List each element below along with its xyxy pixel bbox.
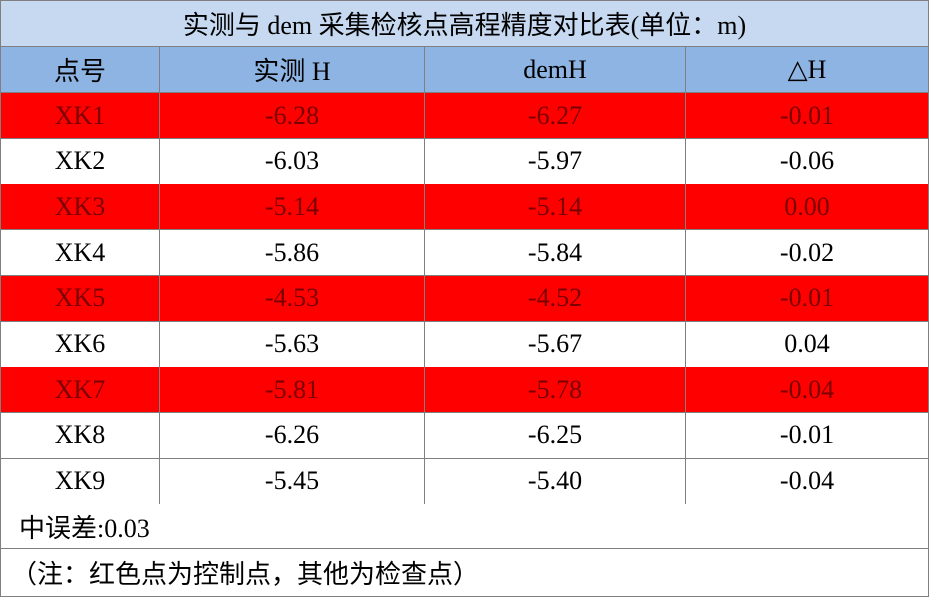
- table-cell: -5.81: [160, 367, 425, 414]
- table-cell: -5.63: [160, 321, 425, 368]
- table-cell: -5.67: [425, 321, 686, 368]
- table-title: 实测与 dem 采集检核点高程精度对比表(单位：m): [0, 0, 929, 47]
- table-cell: XK7: [0, 367, 160, 414]
- table-cell: -6.03: [160, 138, 425, 185]
- table-cell: XK2: [0, 138, 160, 185]
- table-cell: -5.40: [425, 458, 686, 505]
- table-cell: -5.84: [425, 230, 686, 277]
- table-cell: XK9: [0, 458, 160, 505]
- table-cell: XK4: [0, 230, 160, 277]
- table-cell: -5.14: [160, 184, 425, 231]
- table-cell: -6.27: [425, 93, 686, 139]
- table-cell: -6.26: [160, 412, 425, 459]
- table-cell: -0.02: [686, 230, 929, 277]
- table-cell: 0.00: [686, 184, 929, 231]
- note: （注：红色点为控制点，其他为检查点）: [0, 549, 929, 597]
- table-cell: -5.97: [425, 138, 686, 185]
- header-cell: 点号: [0, 47, 160, 93]
- table-cell: XK6: [0, 321, 160, 368]
- table-cell: -5.14: [425, 184, 686, 231]
- table-cell: 0.04: [686, 321, 929, 368]
- table-cell: -0.01: [686, 93, 929, 139]
- table-cell: -6.25: [425, 412, 686, 459]
- table-cell: -5.78: [425, 367, 686, 414]
- header-cell: 实测 H: [160, 47, 425, 93]
- table-cell: -0.01: [686, 275, 929, 322]
- table-cell: XK1: [0, 93, 160, 139]
- table-cell: -0.01: [686, 412, 929, 459]
- table-cell: XK8: [0, 412, 160, 459]
- header-cell: demH: [425, 47, 686, 93]
- table-cell: -4.52: [425, 275, 686, 322]
- table-cell: -5.45: [160, 458, 425, 505]
- table-cell: XK5: [0, 275, 160, 322]
- table-cell: -0.04: [686, 367, 929, 414]
- table-cell: -0.04: [686, 458, 929, 505]
- summary: 中误差:0.03: [0, 504, 929, 549]
- table-cell: -5.86: [160, 230, 425, 277]
- table-cell: -0.06: [686, 138, 929, 185]
- table-cell: -4.53: [160, 275, 425, 322]
- table-cell: -6.28: [160, 93, 425, 139]
- table-cell: XK3: [0, 184, 160, 231]
- header-cell: △H: [686, 47, 929, 93]
